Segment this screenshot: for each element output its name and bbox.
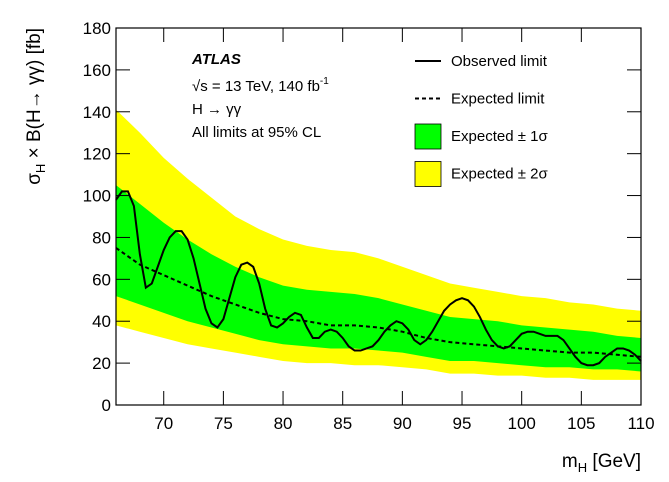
x-label-sub: H (578, 460, 587, 475)
legend-label: Observed limit (451, 53, 548, 70)
y-axis-label: σH × B(H→ γγ) [fb] (24, 28, 48, 185)
x-tick-label: 105 (567, 414, 595, 433)
legend-label: Expected ± 1σ (451, 128, 548, 145)
y-tick-label: 120 (83, 145, 111, 164)
y-tick-label: 160 (83, 61, 111, 80)
y-tick-label: 140 (83, 103, 111, 122)
error-band (116, 185, 641, 372)
x-tick-label: 80 (274, 414, 293, 433)
experiment-label: ATLAS (191, 51, 241, 68)
legend-swatch (414, 161, 442, 187)
limit-line (115, 190, 642, 367)
x-tick-label: 110 (627, 414, 654, 433)
x-tick-label: 95 (453, 414, 472, 433)
y-tick-label: 60 (92, 270, 111, 289)
plot-area (115, 109, 642, 380)
energy-text: √s = 13 TeV, 140 fb (192, 78, 320, 95)
limit-line (115, 247, 642, 358)
x-tick-label: 100 (507, 414, 535, 433)
x-tick-label: 70 (154, 414, 173, 433)
x-tick-label: 90 (393, 414, 412, 433)
y-tick-label: 20 (92, 354, 111, 373)
y-tick-label: 80 (92, 228, 111, 247)
x-axis-label: mH [GeV] (562, 451, 641, 475)
plot-frame (115, 27, 642, 406)
energy-sup: -1 (320, 76, 329, 87)
y-tick-label: 40 (92, 312, 111, 331)
y-tick-label: 100 (83, 187, 111, 206)
y-label-main: σ (24, 173, 45, 185)
legend-label: Expected ± 2σ (451, 166, 548, 183)
y-tick-label: 180 (83, 19, 111, 38)
process-label: H → γγ (192, 101, 242, 118)
energy-label: √s = 13 TeV, 140 fb-1 (192, 76, 329, 95)
x-tick-label: 75 (214, 414, 233, 433)
legend-swatch (414, 123, 442, 150)
y-label-sub: H (33, 164, 48, 173)
x-label-main: m (562, 451, 578, 472)
x-tick-label: 85 (333, 414, 352, 433)
y-label-rest: × B(H→ γγ) [fb] (24, 28, 45, 164)
cl-label: All limits at 95% CL (192, 124, 321, 141)
legend: Observed limit Expected limit Expected ± 1… (414, 53, 548, 187)
y-tick-label: 0 (102, 396, 111, 415)
axes: 70 75 80 85 90 95 100 105 110 0 20 40 60 80 100 120 140 1… (83, 19, 655, 433)
x-label-rest: [GeV] (587, 451, 641, 472)
legend-label: Expected limit (451, 91, 545, 108)
